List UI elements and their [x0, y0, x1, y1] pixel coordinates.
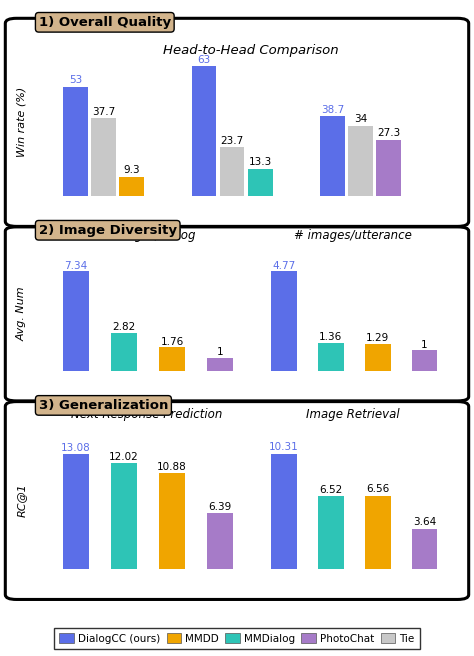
Text: 4.77: 4.77 [273, 260, 296, 270]
Text: 6.39: 6.39 [209, 502, 232, 512]
Title: # images/dialog: # images/dialog [99, 229, 195, 242]
Title: Image Retrieval: Image Retrieval [306, 407, 400, 420]
Text: 9.3: 9.3 [124, 165, 140, 175]
Text: 2.82: 2.82 [112, 322, 136, 333]
Text: 12.02: 12.02 [109, 452, 139, 462]
Bar [376, 140, 401, 196]
Text: 27.3: 27.3 [377, 128, 400, 138]
Text: 10.88: 10.88 [157, 462, 187, 472]
Text: 34: 34 [354, 114, 367, 125]
Text: 63: 63 [197, 54, 210, 65]
Text: 1: 1 [421, 340, 428, 350]
Text: 53: 53 [69, 75, 82, 85]
Bar [111, 333, 137, 371]
Text: Win rate (%): Win rate (%) [16, 87, 27, 157]
Bar [318, 343, 344, 371]
Text: 38.7: 38.7 [321, 105, 344, 115]
Title: # images/utterance: # images/utterance [294, 229, 412, 242]
Bar [271, 454, 297, 569]
Bar [411, 350, 438, 371]
Legend: DialogCC (ours), MMDD, MMDialog, PhotoChat, Tie: DialogCC (ours), MMDD, MMDialog, PhotoCh… [54, 628, 420, 649]
Bar [411, 529, 438, 569]
Text: 1.36: 1.36 [319, 332, 343, 342]
Bar [119, 177, 144, 196]
Text: 3.64: 3.64 [413, 517, 436, 527]
Text: 7.34: 7.34 [64, 261, 88, 271]
Bar [318, 497, 344, 569]
Text: 3) Generalization: 3) Generalization [39, 399, 168, 412]
Bar [219, 148, 245, 196]
Bar [63, 87, 88, 196]
Bar [365, 344, 391, 371]
Bar [348, 126, 373, 196]
Bar [248, 169, 273, 196]
Text: 10.31: 10.31 [269, 442, 299, 453]
Text: 1.76: 1.76 [161, 337, 184, 347]
Bar [271, 272, 297, 371]
Text: 13.08: 13.08 [61, 443, 91, 453]
Bar [63, 454, 90, 569]
Text: 13.3: 13.3 [248, 157, 272, 167]
Text: 6.56: 6.56 [366, 484, 389, 495]
Text: 1) Overall Quality: 1) Overall Quality [39, 16, 171, 29]
Bar [111, 463, 137, 569]
Text: 2) Image Diversity: 2) Image Diversity [39, 224, 177, 237]
Text: Head-to-Head Comparison: Head-to-Head Comparison [164, 44, 339, 56]
Text: RC@1: RC@1 [16, 483, 27, 518]
Bar [365, 496, 391, 569]
Bar [191, 66, 216, 196]
Bar [159, 347, 185, 371]
Bar [91, 119, 116, 196]
Title: Next Response Prediction: Next Response Prediction [71, 407, 223, 420]
Bar [159, 474, 185, 569]
Text: 23.7: 23.7 [220, 136, 244, 146]
Text: 6.52: 6.52 [319, 485, 343, 495]
Text: Avg. Num: Avg. Num [16, 287, 27, 341]
Text: 37.7: 37.7 [92, 107, 115, 117]
Bar [207, 358, 233, 371]
Bar [207, 513, 233, 569]
Text: 1: 1 [217, 347, 223, 357]
Text: 1.29: 1.29 [366, 333, 389, 344]
Bar [320, 116, 345, 196]
Bar [63, 272, 90, 371]
